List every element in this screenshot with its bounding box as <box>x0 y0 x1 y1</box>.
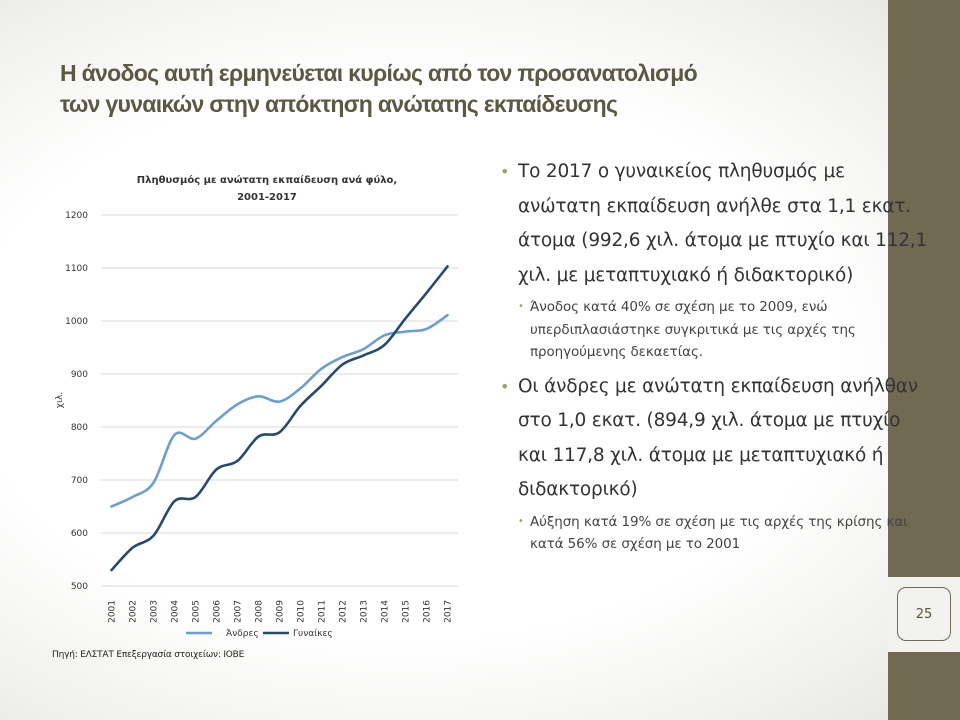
x-tick-label-2002: 2002 <box>129 600 139 623</box>
slide-title-line-2: των γυναικών στην απόκτηση ανώτατης εκπα… <box>60 91 618 117</box>
legend-label-women: Γυναίκες <box>293 629 333 639</box>
y-tick-label-1000: 1000 <box>65 317 88 327</box>
y-tick-label-700: 700 <box>71 476 88 486</box>
x-tick-label-2016: 2016 <box>423 600 433 623</box>
x-tick-label-2007: 2007 <box>234 600 244 623</box>
x-tick-label-2010: 2010 <box>297 600 307 623</box>
y-tick-label-1200: 1200 <box>65 211 88 221</box>
x-tick-label-2003: 2003 <box>150 600 160 623</box>
x-tick-label-2012: 2012 <box>339 600 349 623</box>
x-tick-label-2015: 2015 <box>402 600 412 623</box>
x-tick-label-2009: 2009 <box>276 600 286 623</box>
x-tick-label-2005: 2005 <box>192 600 202 623</box>
legend-label-men: Άνδρες <box>226 629 259 639</box>
page-number: 25 <box>897 587 951 641</box>
chart-title-line-1: Πληθυσμός με ανώτατη εκπαίδευση ανά φύλο… <box>137 174 397 186</box>
population-line-chart: Πληθυσμός με ανώτατη εκπαίδευση ανά φύλο… <box>55 174 458 639</box>
chart-title-line-2: 2001-2017 <box>237 192 297 203</box>
bullet-list: Το 2017 ο γυναικείος πληθυσμός με ανώτατ… <box>500 155 930 562</box>
x-tick-label-2011: 2011 <box>318 600 328 623</box>
y-tick-label-1100: 1100 <box>65 264 88 274</box>
y-axis-label: χιλ. <box>55 392 65 408</box>
series-line-men <box>110 313 449 508</box>
sub-bullet-men: Αύξηση κατά 19% σε σχέση με τις αρχές τη… <box>518 511 930 556</box>
sub-bullet-women: Άνοδος κατά 40% σε σχέση με το 2009, ενώ… <box>518 296 930 364</box>
x-tick-label-2001: 2001 <box>108 600 118 623</box>
x-tick-label-2004: 2004 <box>171 600 181 623</box>
x-tick-label-2013: 2013 <box>360 600 370 623</box>
slide-title-line-1: Η άνοδος αυτή ερμηνεύεται κυρίως από τον… <box>60 60 698 86</box>
slide-title: Η άνοδος αυτή ερμηνεύεται κυρίως από τον… <box>60 58 860 120</box>
chart-source-note: Πηγή: ΕΛΣΤΑΤ Επεξεργασία στοιχείων: ΙΟΒΕ <box>52 650 245 660</box>
bullet-women: Το 2017 ο γυναικείος πληθυσμός με ανώτατ… <box>500 155 930 293</box>
bullet-men: Οι άνδρες με ανώτατη εκπαίδευση ανήλθαν … <box>500 370 930 508</box>
x-tick-label-2006: 2006 <box>213 600 223 623</box>
x-tick-label-2008: 2008 <box>255 600 265 623</box>
x-tick-label-2017: 2017 <box>444 600 454 623</box>
series-line-women <box>110 265 449 572</box>
y-tick-label-800: 800 <box>71 423 88 433</box>
y-tick-label-600: 600 <box>71 529 88 539</box>
x-tick-label-2014: 2014 <box>381 600 391 623</box>
y-tick-label-900: 900 <box>71 370 88 380</box>
y-tick-label-500: 500 <box>71 582 88 592</box>
